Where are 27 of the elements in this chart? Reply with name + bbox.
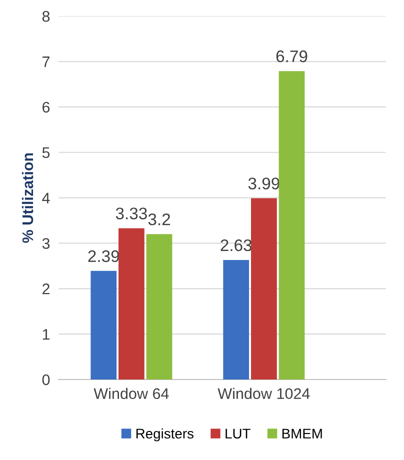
y-tick-label: 7	[42, 56, 50, 68]
y-tick-label: 8	[42, 10, 50, 22]
bar	[278, 71, 305, 380]
y-axis-title: % Utilization	[22, 153, 34, 243]
data-label: 3.33	[116, 208, 147, 220]
y-tick-label: 6	[42, 102, 50, 113]
y-tick-label: 5	[42, 147, 50, 158]
data-label: 2.63	[220, 239, 252, 252]
data-label: 3.2	[148, 213, 170, 226]
x-tick-label: Window 1024	[218, 388, 310, 400]
legend-label: BMEM	[282, 428, 322, 438]
data-label: 6.79	[276, 50, 308, 62]
bar	[250, 198, 277, 380]
data-label: 2.39	[88, 250, 120, 262]
y-tick-label: 0	[42, 374, 50, 386]
bar	[223, 260, 250, 380]
bar	[118, 228, 144, 380]
data-label: 3.99	[248, 178, 280, 190]
legend-label: LUT	[226, 428, 250, 439]
x-tick-label: Window 64	[94, 388, 169, 400]
bar	[146, 234, 172, 380]
legend-label: Registers	[136, 428, 194, 442]
y-tick-label: 2	[42, 284, 50, 294]
y-tick-label: 3	[42, 238, 50, 249]
y-tick-label: 1	[42, 329, 50, 340]
y-tick-label: 4	[42, 192, 50, 204]
bar	[90, 270, 117, 380]
